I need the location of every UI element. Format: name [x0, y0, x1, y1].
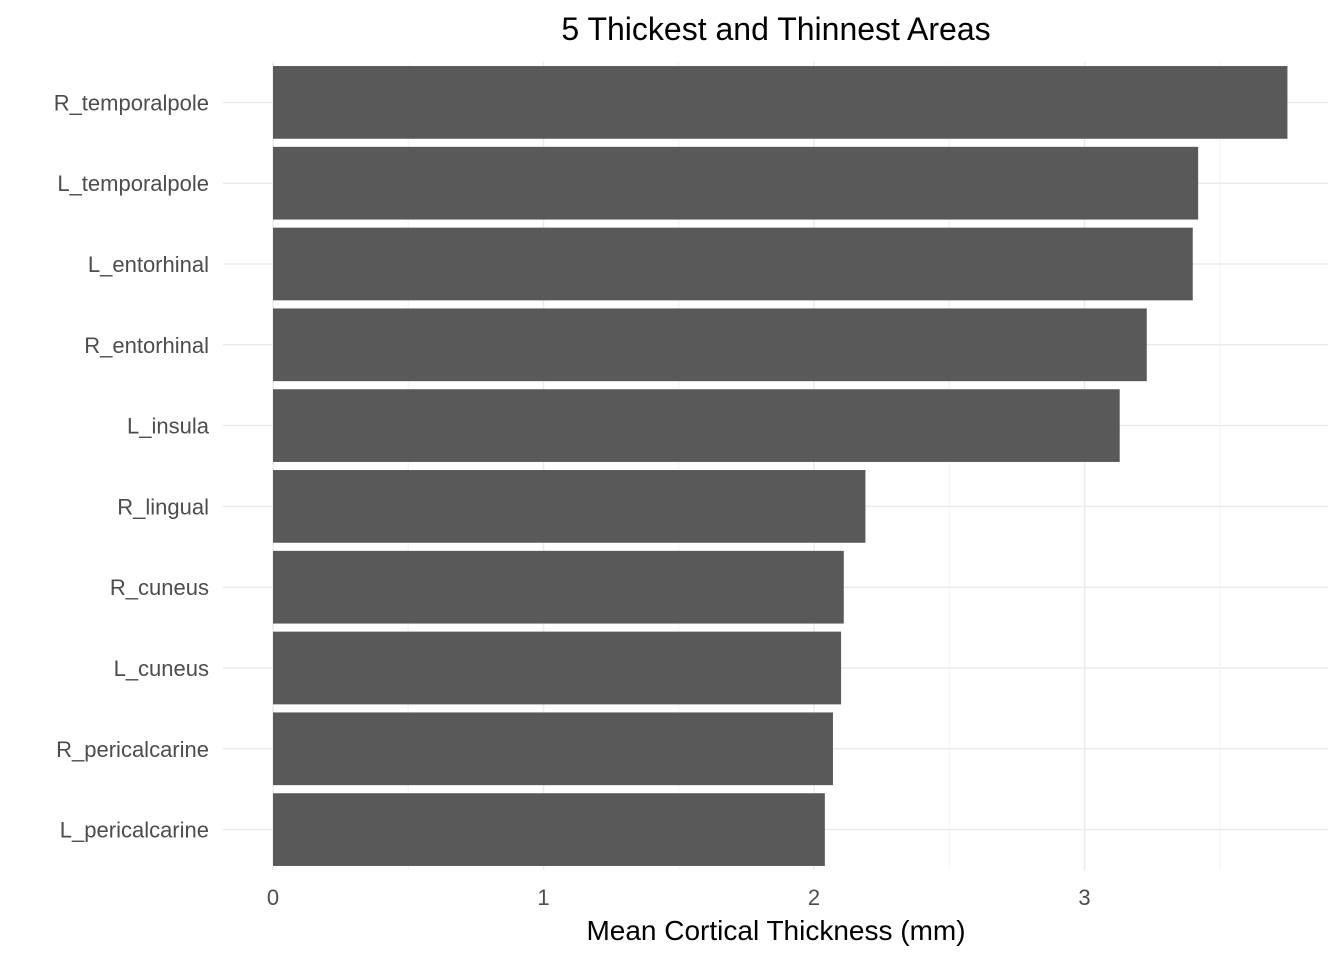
y-tick-label: L_cuneus: [114, 656, 209, 681]
bar-l-temporalpole: [273, 146, 1199, 220]
bar-r-entorhinal: [273, 308, 1147, 382]
x-tick-label: 1: [537, 885, 549, 910]
y-tick-label: R_entorhinal: [84, 333, 209, 358]
bar-r-temporalpole: [273, 66, 1288, 139]
y-tick-label: L_entorhinal: [88, 252, 209, 277]
bar-r-pericalcarine: [273, 712, 833, 786]
x-axis-label: Mean Cortical Thickness (mm): [586, 915, 965, 946]
bar-l-pericalcarine: [273, 793, 825, 866]
bar-r-cuneus: [273, 550, 844, 624]
y-tick-label: R_pericalcarine: [56, 737, 209, 762]
bar-layer: [273, 66, 1288, 866]
y-tick-label: L_insula: [127, 414, 210, 439]
y-tick-label: R_temporalpole: [54, 90, 209, 115]
bar-l-entorhinal: [273, 227, 1193, 301]
x-tick-label: 2: [808, 885, 820, 910]
chart-title: 5 Thickest and Thinnest Areas: [561, 11, 990, 47]
y-tick-label: L_temporalpole: [57, 171, 209, 196]
y-tick-label: R_cuneus: [110, 575, 209, 600]
bar-r-lingual: [273, 470, 866, 543]
bar-l-insula: [273, 389, 1120, 462]
y-tick-label: L_pericalcarine: [60, 818, 209, 843]
x-tick-labels: 0 1 2 3: [267, 885, 1091, 910]
y-tick-labels: R_temporalpole L_temporalpole L_entorhinal…: [54, 90, 210, 842]
y-tick-label: R_lingual: [117, 494, 209, 519]
bar-l-cuneus: [273, 631, 842, 705]
x-tick-label: 3: [1078, 885, 1090, 910]
x-tick-label: 0: [267, 885, 279, 910]
